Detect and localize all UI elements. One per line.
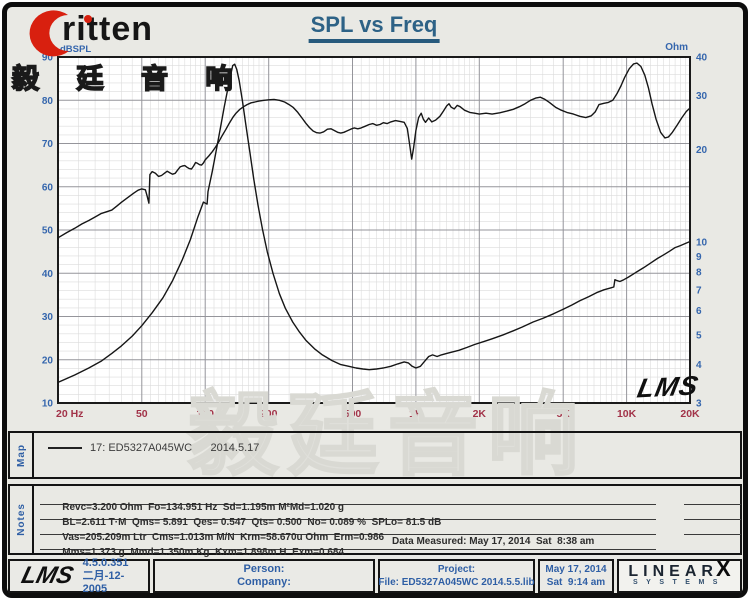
svg-text:dBSPL: dBSPL <box>60 44 91 55</box>
notes-line-4: Mms=1.373 g Mmd=1.350m Kg Kxm=1.898m H E… <box>40 536 656 558</box>
svg-text:5: 5 <box>696 330 702 341</box>
eritten-swoosh-icon <box>29 10 69 57</box>
svg-text:80: 80 <box>42 96 54 107</box>
svg-text:10: 10 <box>696 238 708 249</box>
footer-version-cell: LMS 4.5.0.351 二月-12-2005 <box>8 556 150 595</box>
notes-line-4-text: Mms=1.373 g Mmd=1.350m Kg Kxm=1.898m H E… <box>62 547 345 558</box>
svg-text:70: 70 <box>42 139 54 150</box>
notes-line-2-text: BL=2.611 T·M Qms= 5.891 Qes= 0.547 Qts= … <box>62 517 442 528</box>
svg-text:20 Hz: 20 Hz <box>56 408 83 420</box>
svg-text:30: 30 <box>696 91 708 102</box>
svg-text:40: 40 <box>696 53 708 64</box>
person-label: Person: <box>243 563 285 575</box>
notes-content: Revc=3.200 Ohm Fo=134.951 Hz Sd=1.195m M… <box>34 486 741 558</box>
svg-text:60: 60 <box>42 182 54 193</box>
svg-text:2K: 2K <box>473 408 487 420</box>
notes-line-2-tail-rule <box>684 506 741 520</box>
notes-line-1-text: Revc=3.200 Ohm Fo=134.951 Hz Sd=1.195m M… <box>62 502 345 513</box>
project-label: Project: <box>437 564 476 575</box>
svg-text:500: 500 <box>344 408 362 420</box>
measure-date: May 17, 2014 <box>545 564 607 575</box>
company-cjk-text: 毅 廷 音 响 <box>11 63 248 95</box>
measure-time: Sat 9:14 am <box>546 577 606 588</box>
linearx-logo: LINEARX SYSTEMS <box>628 558 730 589</box>
map-section-label: Map <box>10 433 34 477</box>
brand-text: ritten <box>62 10 153 48</box>
svg-text:10: 10 <box>42 399 54 410</box>
notes-line-3-text: Vas=205.209m Ltr Cms=1.013m M/N Krm=58.6… <box>62 532 385 543</box>
svg-text:9: 9 <box>696 252 702 263</box>
map-label-text: Map <box>15 443 27 467</box>
legend-text: 17: ED5327A045WC 2014.5.17 <box>90 442 260 454</box>
linearx-x-text: X <box>715 556 731 581</box>
linearx-systems-text: SYSTEMS <box>633 579 726 586</box>
svg-text:90: 90 <box>42 53 54 64</box>
notes-line-1-tail-rule <box>684 491 741 505</box>
linearx-main-text: LINEAR <box>628 563 718 580</box>
notes-section-label: Notes <box>10 486 34 553</box>
svg-text:10K: 10K <box>617 408 637 420</box>
legend-line-sample <box>48 447 82 449</box>
notes-line-2: BL=2.611 T·M Qms= 5.891 Qes= 0.547 Qts= … <box>40 506 741 528</box>
svg-text:1K: 1K <box>409 408 423 420</box>
map-section: Map 17: ED5327A045WC 2014.5.17 <box>8 431 742 479</box>
spl-vs-freq-chart: 20 Hz 50 100 200 500 1K 2K 5K 10K 20K 90 80 70 60 50 40… <box>42 42 708 420</box>
svg-text:20K: 20K <box>680 408 700 420</box>
svg-text:100: 100 <box>196 408 214 420</box>
svg-text:5K: 5K <box>556 408 570 420</box>
svg-text:50: 50 <box>42 226 54 237</box>
notes-section: Notes Revc=3.200 Ohm Fo=134.951 Hz Sd=1.… <box>8 484 742 558</box>
svg-text:200: 200 <box>260 408 278 420</box>
eritten-logo: ritten <box>18 6 238 58</box>
app-build-date: 二月-12-2005 <box>82 569 125 595</box>
svg-text:4: 4 <box>696 360 702 371</box>
project-file: File: ED5327A045WC 2014.5.5.lib <box>378 577 535 588</box>
footer-project-cell: Project: File: ED5327A045WC 2014.5.5.lib <box>378 559 535 593</box>
lms-logo: LMS <box>18 562 77 589</box>
app-version: 4.5.0.351 <box>82 556 129 569</box>
svg-text:Ohm: Ohm <box>665 42 688 53</box>
svg-text:20: 20 <box>42 355 54 366</box>
svg-text:3: 3 <box>696 399 702 410</box>
notes-line-3: Vas=205.209m Ltr Cms=1.013m M/N Krm=58.6… <box>40 521 741 543</box>
map-legend: 17: ED5327A045WC 2014.5.17 <box>34 433 740 477</box>
svg-text:30: 30 <box>42 312 54 323</box>
notes-label-text: Notes <box>15 503 27 536</box>
data-measured-text: Data Measured: May 17, 2014 Sat 8:38 am <box>392 536 595 547</box>
footer-linearx-cell: LINEARX SYSTEMS <box>617 558 742 593</box>
brand-i-dot <box>84 15 92 23</box>
notes-line-3-tail-rule <box>684 521 741 535</box>
svg-text:7: 7 <box>696 285 702 296</box>
svg-text:6: 6 <box>696 306 702 317</box>
footer-date-cell: May 17, 2014 Sat 9:14 am <box>538 559 614 593</box>
svg-text:20: 20 <box>696 145 708 156</box>
company-label: Company: <box>237 576 291 588</box>
svg-text:8: 8 <box>696 268 702 279</box>
notes-line-1: Revc=3.200 Ohm Fo=134.951 Hz Sd=1.195m M… <box>40 491 741 513</box>
svg-text:40: 40 <box>42 269 54 280</box>
lms-script-mark: LMS <box>634 370 702 404</box>
footer-person-cell: Person: Company: <box>153 559 375 593</box>
chart-title: SPL vs Freq <box>308 12 440 43</box>
svg-text:50: 50 <box>136 408 148 420</box>
